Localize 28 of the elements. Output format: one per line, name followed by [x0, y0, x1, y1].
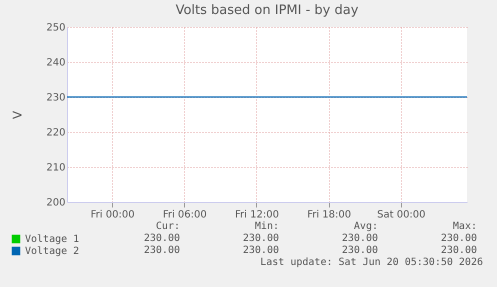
text: 230.00 — [144, 245, 180, 256]
text: 230.00 — [242, 233, 279, 244]
text: 230.00 — [342, 245, 378, 256]
y-tick-label: 220 — [46, 128, 66, 138]
y-tick-label: 230 — [46, 92, 66, 104]
legend-label: Voltage 1 — [25, 234, 80, 245]
text: Last update: Sat Jun 20 05:30:50 2026 — [260, 257, 483, 268]
text: Cur: — [156, 221, 180, 232]
y-tick-label: 210 — [46, 162, 66, 174]
x-tick-label: Fri 00:00 — [90, 210, 135, 220]
x-tick-label: Fri 12:00 — [235, 210, 279, 220]
text: Max: — [452, 221, 477, 232]
text: 230.00 — [440, 233, 477, 244]
text: Min: — [254, 221, 279, 232]
legend-label: Voltage 2 — [25, 246, 80, 257]
text: 230.00 — [342, 233, 378, 244]
chart-title: Volts based on IPMI - by day — [176, 3, 359, 18]
text: Avg: — [354, 221, 378, 232]
y-axis-title: V — [10, 110, 24, 120]
y-tick-label: 250 — [46, 22, 66, 34]
text: 230.00 — [242, 245, 279, 256]
x-tick-label: Sat 00:00 — [377, 210, 426, 220]
x-tick-label: Fri 06:00 — [162, 210, 207, 220]
y-tick-label: 200 — [46, 198, 66, 208]
x-tick-label: Fri 18:00 — [307, 210, 352, 220]
text: 230.00 — [144, 233, 180, 244]
text: 230.00 — [440, 245, 477, 256]
y-tick-label: 240 — [46, 58, 66, 68]
